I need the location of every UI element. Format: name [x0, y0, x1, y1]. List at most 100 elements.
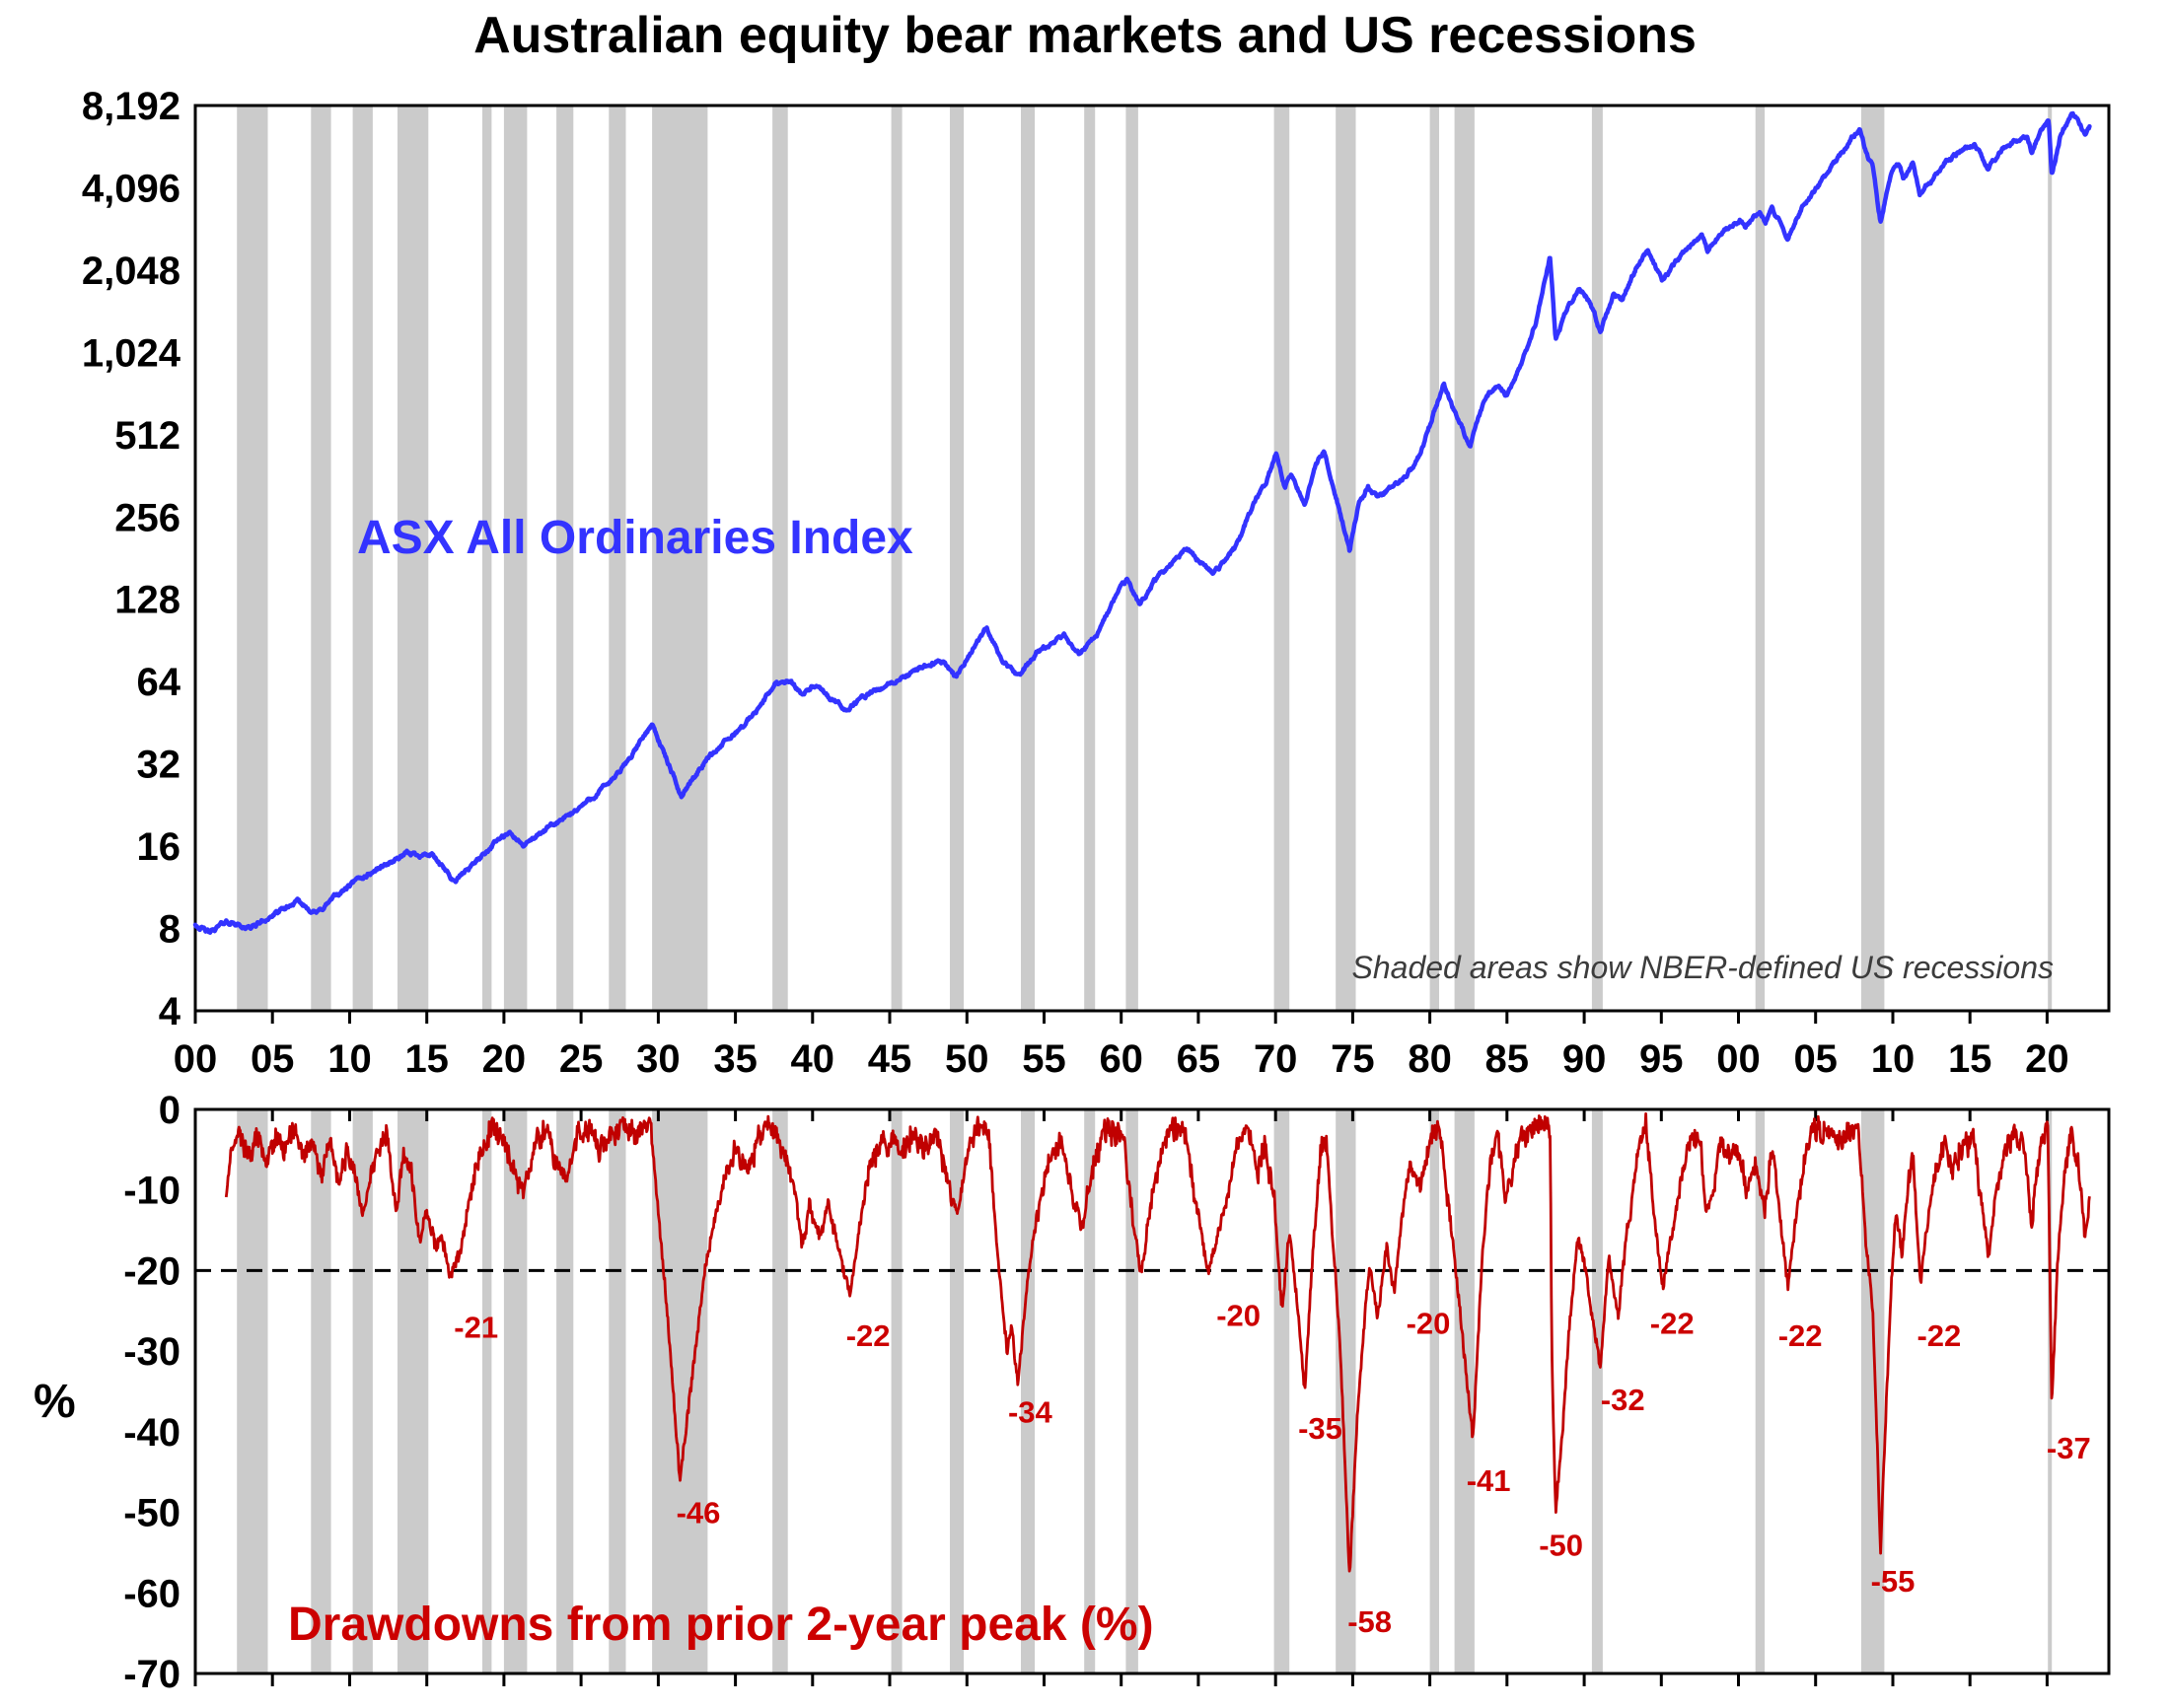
- x-tick-label: 10: [1871, 1037, 1916, 1081]
- x-tick-label: 75: [1331, 1037, 1375, 1081]
- drawdown-value-label: -34: [1008, 1394, 1053, 1429]
- y-tick-label: 4: [159, 990, 181, 1033]
- x-tick-label: 15: [1948, 1037, 1992, 1081]
- recession-band: [398, 1109, 429, 1673]
- recession-band: [1021, 106, 1036, 1011]
- y-axis-unit-label: %: [34, 1376, 76, 1428]
- x-tick-label: 85: [1485, 1037, 1530, 1081]
- y-tick-label: 4,096: [82, 168, 181, 211]
- y-tick-label: -50: [123, 1492, 181, 1535]
- recession-band: [352, 1109, 373, 1673]
- drawdown-value-label: -20: [1407, 1307, 1451, 1341]
- x-tick-label: 90: [1562, 1037, 1607, 1081]
- y-tick-label: -60: [123, 1572, 181, 1615]
- x-tick-label: 45: [868, 1037, 912, 1081]
- recession-band: [352, 106, 373, 1011]
- recession-band: [772, 1109, 788, 1673]
- recession-band: [891, 1109, 903, 1673]
- recession-band: [482, 1109, 492, 1673]
- recession-band: [891, 106, 903, 1011]
- y-tick-label: 512: [114, 414, 181, 458]
- x-tick-label: 70: [1254, 1037, 1298, 1081]
- x-tick-label: 25: [559, 1037, 604, 1081]
- y-tick-label: 2,048: [82, 249, 181, 293]
- recession-band: [1755, 106, 1766, 1011]
- recession-band: [311, 1109, 331, 1673]
- drawdown-value-label: -22: [846, 1318, 891, 1353]
- y-tick-label: 128: [114, 579, 181, 622]
- x-tick-label: 30: [636, 1037, 681, 1081]
- recession-band: [503, 106, 528, 1011]
- recession-band: [950, 106, 965, 1011]
- recession-band: [503, 1109, 528, 1673]
- drawdown-series-label: Drawdowns from prior 2-year peak (%): [288, 1599, 1154, 1651]
- recession-band: [1084, 1109, 1096, 1673]
- x-tick-label: 05: [1793, 1037, 1838, 1081]
- x-tick-label: 20: [2025, 1037, 2069, 1081]
- x-tick-label: 50: [945, 1037, 989, 1081]
- recession-band: [1860, 106, 1885, 1011]
- recession-band: [1336, 1109, 1356, 1673]
- x-tick-label: 35: [713, 1037, 758, 1081]
- x-tick-label: 00: [174, 1037, 218, 1081]
- y-tick-label: -10: [123, 1170, 181, 1213]
- x-tick-label: 05: [251, 1037, 295, 1081]
- recession-band: [1755, 1109, 1766, 1673]
- top-panel-border: [193, 104, 2111, 1013]
- drawdown-value-label: -22: [1917, 1318, 1961, 1353]
- recession-band: [2048, 1109, 2053, 1673]
- recession-band: [237, 1109, 268, 1673]
- recession-band: [2048, 106, 2053, 1011]
- y-tick-label: 32: [137, 744, 181, 787]
- recession-band: [1336, 106, 1356, 1011]
- y-tick-label: 256: [114, 496, 181, 539]
- recession-band: [1125, 106, 1138, 1011]
- recession-band: [556, 106, 574, 1011]
- recession-band: [237, 106, 268, 1011]
- recession-band: [1429, 106, 1439, 1011]
- bottom-panel-border: [193, 1107, 2111, 1675]
- recession-band: [652, 1109, 708, 1673]
- recession-note: Shaded areas show NBER-defined US recess…: [1351, 950, 2054, 985]
- drawdown-line: [224, 1112, 2091, 1573]
- x-tick-label: 20: [482, 1037, 527, 1081]
- drawdown-value-label: -46: [677, 1496, 721, 1530]
- y-tick-label: 16: [137, 825, 181, 869]
- chart-title: Australian equity bear markets and US re…: [473, 7, 1697, 64]
- drawdown-value-label: -41: [1467, 1463, 1511, 1498]
- recession-band: [1273, 106, 1290, 1011]
- x-tick-label: 10: [327, 1037, 372, 1081]
- recession-band: [772, 106, 788, 1011]
- x-tick-label: 65: [1177, 1037, 1221, 1081]
- x-tick-label: 40: [791, 1037, 835, 1081]
- y-tick-label: 0: [159, 1089, 181, 1132]
- x-tick-label: 15: [404, 1037, 449, 1081]
- drawdown-value-label: -22: [1778, 1318, 1823, 1353]
- y-tick-label: -40: [123, 1411, 181, 1455]
- x-tick-label: 55: [1022, 1037, 1066, 1081]
- asx-line: [192, 110, 2092, 935]
- drawdown-value-label: -22: [1650, 1307, 1695, 1341]
- y-tick-label: -70: [123, 1653, 181, 1696]
- drawdown-value-label: -32: [1601, 1383, 1645, 1417]
- recession-band: [1273, 1109, 1290, 1673]
- asx-series-label: ASX All Ordinaries Index: [357, 512, 913, 564]
- recession-band: [1021, 1109, 1036, 1673]
- drawdown-value-label: -50: [1539, 1528, 1583, 1562]
- drawdown-value-label: -58: [1347, 1604, 1392, 1639]
- x-tick-label: 60: [1099, 1037, 1143, 1081]
- recession-band: [1591, 106, 1603, 1011]
- y-tick-label: 1,024: [82, 331, 181, 375]
- x-tick-label: 00: [1716, 1037, 1761, 1081]
- recession-band: [1454, 1109, 1475, 1673]
- recession-band: [556, 1109, 574, 1673]
- y-tick-label: 64: [137, 661, 181, 704]
- drawdown-value-label: -20: [1216, 1298, 1261, 1332]
- recession-band: [609, 1109, 626, 1673]
- recession-band: [652, 106, 708, 1011]
- drawdown-value-label: -37: [2047, 1431, 2091, 1465]
- y-tick-label: 8: [159, 908, 181, 952]
- recession-band: [398, 106, 429, 1011]
